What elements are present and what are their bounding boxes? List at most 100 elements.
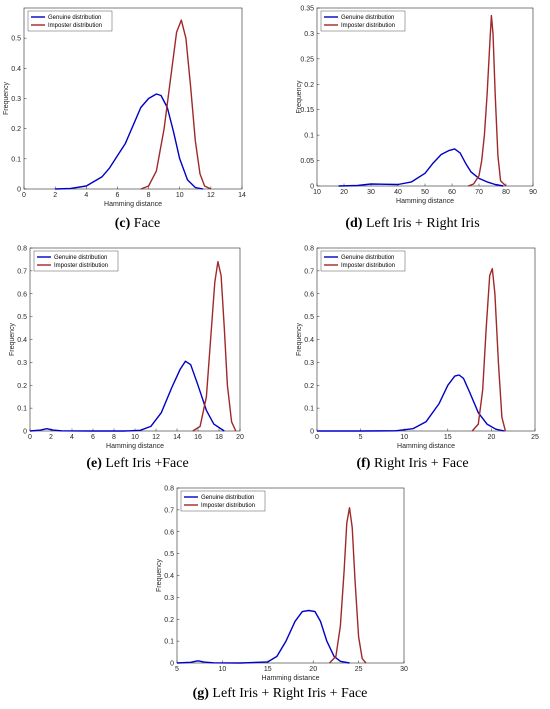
y-tick-label: 0 [23, 429, 27, 436]
legend-entry: Genuine distribution [201, 495, 254, 501]
x-tick-label: 20 [309, 666, 317, 673]
legend-entry: Imposter distribution [201, 503, 255, 509]
legend-entry: Genuine distribution [341, 255, 394, 261]
panel-left-iris-face: 0 2 4 6 8 10 12 14 16 18 20 0 0.1 0.2 0.3 0.4 0.5 0.6 0.7 0… [0, 240, 275, 480]
chart-left-iris-face: 0 2 4 6 8 10 12 14 16 18 20 0 0.1 0.2 0.3 0.4 0.5 0.6 0.7 0… [9, 246, 244, 451]
legend-box [27, 10, 113, 32]
y-tick-label: 0.1 [304, 406, 314, 413]
y-tick-label: 0.8 [17, 246, 27, 253]
axes-box [29, 247, 241, 432]
y-tick-label: 0.6 [164, 529, 174, 536]
legend-box [320, 250, 406, 272]
y-tick-label: 0.2 [11, 126, 21, 133]
x-tick-label: 15 [444, 434, 452, 441]
series-line-genuine [317, 374, 505, 432]
x-tick-label: 2 [53, 192, 57, 199]
x-axis-label: Hamming distance [396, 198, 454, 205]
y-tick-label: 0.2 [164, 617, 174, 624]
y-tick-label: 0.5 [164, 551, 174, 558]
series-line-imposter [471, 267, 507, 432]
y-tick-label: 0.5 [17, 314, 27, 321]
x-tick-label: 80 [502, 189, 510, 196]
legend-box [33, 250, 119, 272]
series-line-imposter [140, 19, 212, 190]
x-tick-label: 70 [475, 189, 483, 196]
panel-right-iris-face: 0 5 10 15 20 25 0 0.1 0.2 0.3 0.4 0.5 0.6 0.7 0.8 Hammi… [275, 240, 550, 480]
caption-right-iris-face: (f) Right Iris + Face [356, 456, 469, 471]
series-line-imposter [467, 14, 507, 187]
y-tick-label: 0.35 [300, 6, 314, 13]
y-tick-label: 0.7 [164, 507, 174, 514]
y-tick-label: 0 [17, 187, 21, 194]
y-tick-label: 0.1 [17, 406, 27, 413]
x-tick-label: 90 [529, 189, 537, 196]
legend-entry: Genuine distribution [54, 255, 107, 261]
series-line-genuine [29, 360, 225, 432]
x-tick-label: 10 [400, 434, 408, 441]
series-line-imposter [192, 261, 237, 432]
panel-all-three: 5 10 15 20 25 30 0 0.1 0.2 0.3 0.4 0.5 0.6 0.7 0.8 Hamm… [145, 480, 415, 709]
x-tick-label: 4 [84, 192, 88, 199]
x-axis-label: Hamming distance [104, 201, 162, 208]
x-tick-label: 6 [115, 192, 119, 199]
x-tick-label: 10 [219, 666, 227, 673]
legend-entry: Imposter distribution [341, 23, 395, 29]
x-tick-label: 4 [70, 434, 74, 441]
x-tick-label: 14 [173, 434, 181, 441]
y-tick-label: 0.7 [17, 268, 27, 275]
chart-all-three: 5 10 15 20 25 30 0 0.1 0.2 0.3 0.4 0.5 0.6 0.7 0.8 Hamm… [156, 486, 408, 683]
y-tick-label: 0.8 [304, 246, 314, 253]
chart-right-iris-face: 0 5 10 15 20 25 0 0.1 0.2 0.3 0.4 0.5 0.6 0.7 0.8 Hammi… [296, 246, 539, 451]
y-tick-label: 0.3 [17, 360, 27, 367]
x-axis-label: Hamming distance [397, 443, 455, 450]
x-tick-label: 0 [28, 434, 32, 441]
x-tick-label: 8 [147, 192, 151, 199]
y-tick-label: 0.2 [304, 383, 314, 390]
y-tick-label: 0.4 [164, 573, 174, 580]
x-axis-label: Hamming distance [106, 443, 164, 450]
axes-box [316, 7, 534, 187]
x-tick-label: 12 [207, 192, 215, 199]
x-tick-label: 60 [448, 189, 456, 196]
x-tick-label: 20 [488, 434, 496, 441]
legend-box [180, 490, 266, 512]
x-tick-label: 2 [49, 434, 53, 441]
series-line-genuine [55, 93, 204, 190]
y-tick-label: 0.6 [17, 291, 27, 298]
y-tick-label: 0 [310, 184, 314, 191]
y-tick-label: 0.05 [300, 158, 314, 165]
legend-entry: Genuine distribution [341, 15, 394, 21]
x-tick-label: 30 [367, 189, 375, 196]
chart-face: 0 2 4 6 8 10 12 14 0 0.1 0.2 0.3 0.4 0.5 Hamming dista… [3, 7, 246, 208]
x-tick-label: 8 [112, 434, 116, 441]
y-tick-label: 0.3 [164, 595, 174, 602]
x-tick-label: 30 [400, 666, 408, 673]
axes-box [176, 487, 405, 664]
x-tick-label: 10 [176, 192, 184, 199]
x-axis-label: Hamming distance [262, 675, 320, 682]
x-tick-label: 6 [91, 434, 95, 441]
x-tick-label: 5 [175, 666, 179, 673]
caption-all-three: (g) Left Iris + Right Iris + Face [192, 686, 368, 701]
axes-box [23, 7, 243, 190]
y-tick-label: 0.5 [304, 314, 314, 321]
y-tick-label: 0.25 [300, 56, 314, 63]
legend-box [320, 10, 406, 32]
y-tick-label: 0 [170, 661, 174, 668]
y-tick-label: 0.4 [11, 66, 21, 73]
x-tick-label: 0 [315, 434, 319, 441]
y-tick-label: 0.5 [11, 36, 21, 43]
x-tick-label: 18 [215, 434, 223, 441]
legend-entry: Imposter distribution [48, 23, 102, 29]
x-tick-label: 50 [421, 189, 429, 196]
y-tick-label: 0.7 [304, 268, 314, 275]
y-axis-label: Frequency [156, 558, 163, 592]
x-tick-label: 40 [394, 189, 402, 196]
x-tick-label: 12 [152, 434, 160, 441]
y-tick-label: 0.4 [17, 337, 27, 344]
x-tick-label: 15 [264, 666, 272, 673]
y-tick-label: 0.1 [164, 639, 174, 646]
y-tick-label: 0.8 [164, 486, 174, 493]
x-tick-label: 10 [313, 189, 321, 196]
legend-entry: Imposter distribution [341, 263, 395, 269]
